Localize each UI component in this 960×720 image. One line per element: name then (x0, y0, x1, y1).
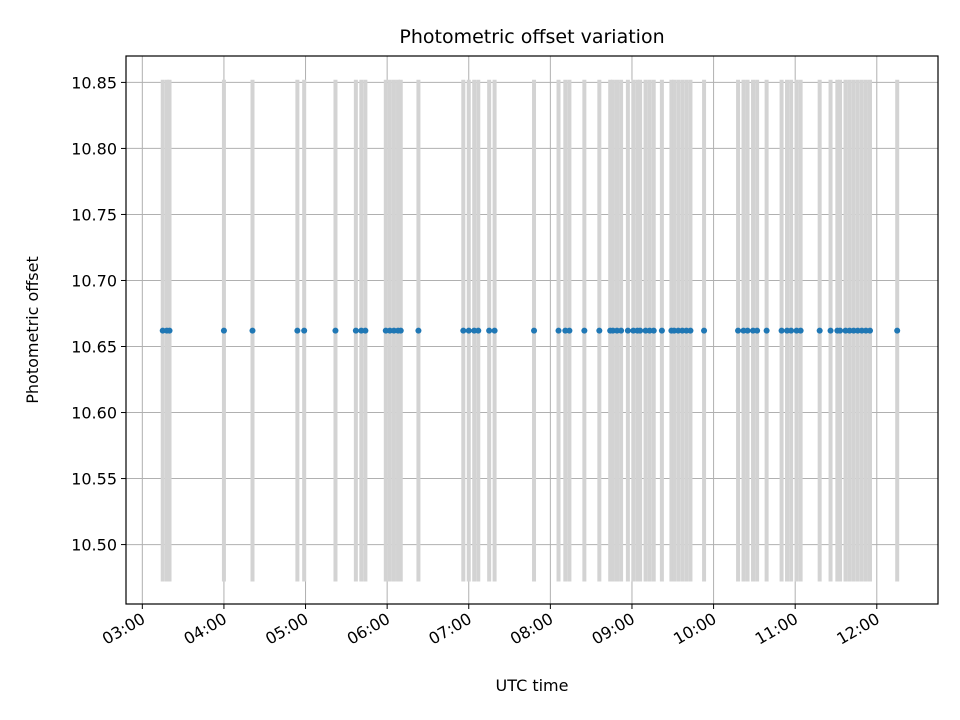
y-tick-label: 10.50 (71, 536, 117, 555)
data-point (475, 327, 482, 334)
y-tick-label: 10.60 (71, 404, 117, 423)
data-point (650, 327, 657, 334)
data-point (531, 327, 538, 334)
data-point (637, 327, 644, 334)
y-axis-label: Photometric offset (23, 256, 42, 404)
data-point (460, 327, 467, 334)
data-point (894, 327, 901, 334)
y-tick-label: 10.65 (71, 338, 117, 357)
data-point (249, 327, 256, 334)
data-point (827, 327, 834, 334)
chart-title: Photometric offset variation (399, 26, 664, 48)
data-point (788, 327, 795, 334)
data-point (754, 327, 761, 334)
y-tick-label: 10.85 (71, 73, 117, 92)
data-point (837, 327, 844, 334)
data-point (658, 327, 665, 334)
data-point (687, 327, 694, 334)
data-point (491, 327, 498, 334)
data-point (486, 327, 493, 334)
y-tick-label: 10.75 (71, 205, 117, 224)
data-point (763, 327, 770, 334)
data-point (816, 327, 823, 334)
data-point (778, 327, 785, 334)
data-point (596, 327, 603, 334)
data-point (701, 327, 708, 334)
data-points (159, 327, 901, 334)
data-point (362, 327, 369, 334)
data-point (301, 327, 308, 334)
data-point (220, 327, 227, 334)
data-point (566, 327, 573, 334)
x-axis-label: UTC time (496, 676, 569, 695)
data-point (797, 327, 804, 334)
data-point (555, 327, 562, 334)
y-axis-ticks: 10.50 10.55 10.60 10.65 10.70 10.75 10.80 10.85 (71, 73, 126, 555)
data-point (352, 327, 359, 334)
plot-area-frame (125, 55, 939, 605)
data-point (744, 327, 751, 334)
data-point (415, 327, 422, 334)
data-point (294, 327, 301, 334)
data-point (866, 327, 873, 334)
data-point (735, 327, 742, 334)
data-point (166, 327, 173, 334)
data-point (624, 327, 631, 334)
data-point (397, 327, 404, 334)
y-tick-label: 10.70 (71, 271, 117, 290)
data-point (618, 327, 625, 334)
y-tick-label: 10.80 (71, 139, 117, 158)
y-tick-label: 10.55 (71, 470, 117, 489)
data-point (465, 327, 472, 334)
data-point (332, 327, 339, 334)
data-point (581, 327, 588, 334)
